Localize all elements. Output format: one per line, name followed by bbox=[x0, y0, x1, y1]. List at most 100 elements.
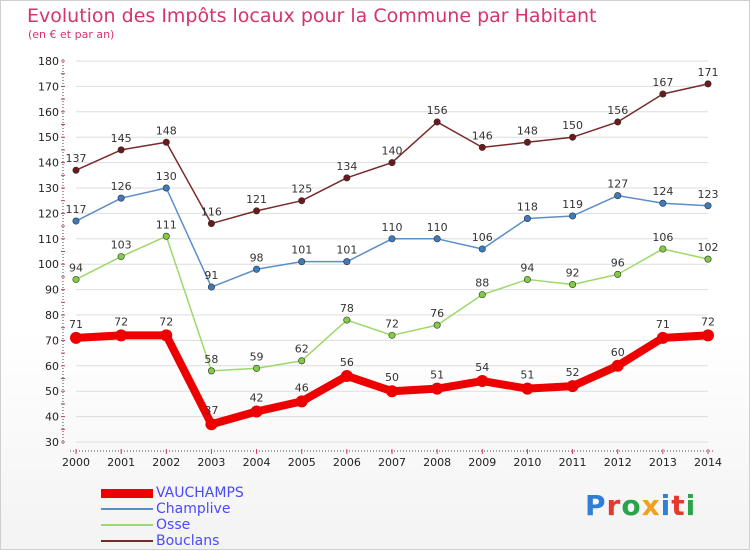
y-tick-label: 160 bbox=[38, 106, 59, 119]
proxiti-logo: Proxiti bbox=[585, 489, 697, 522]
data-point-osse bbox=[117, 253, 125, 261]
data-label-champlive: 127 bbox=[607, 178, 628, 191]
x-tick-label: 2012 bbox=[604, 456, 632, 469]
data-point-bouclans bbox=[72, 166, 80, 174]
data-point-vauchamps bbox=[340, 369, 353, 382]
data-label-champlive: 110 bbox=[382, 221, 403, 234]
y-tick-label: 70 bbox=[45, 334, 59, 347]
data-point-vauchamps bbox=[115, 329, 128, 342]
data-point-bouclans bbox=[614, 118, 622, 126]
x-tick-label: 2003 bbox=[197, 456, 225, 469]
data-point-bouclans bbox=[478, 143, 486, 151]
data-label-champlive: 110 bbox=[427, 221, 448, 234]
legend-swatch bbox=[101, 508, 153, 510]
data-point-champlive bbox=[207, 283, 215, 291]
x-tick-label: 2006 bbox=[333, 456, 361, 469]
data-label-bouclans: 145 bbox=[111, 132, 132, 145]
data-point-vauchamps bbox=[431, 382, 444, 395]
data-label-bouclans: 171 bbox=[698, 66, 719, 79]
data-label-bouclans: 167 bbox=[652, 76, 673, 89]
data-point-bouclans bbox=[162, 138, 170, 146]
data-point-osse bbox=[72, 275, 80, 283]
data-point-osse bbox=[569, 281, 577, 289]
data-label-vauchamps: 72 bbox=[701, 315, 715, 328]
data-label-vauchamps: 51 bbox=[520, 369, 534, 382]
data-label-vauchamps: 72 bbox=[114, 315, 128, 328]
data-label-bouclans: 156 bbox=[427, 104, 448, 117]
data-point-osse bbox=[433, 321, 441, 329]
data-point-champlive bbox=[659, 199, 667, 207]
data-label-champlive: 124 bbox=[652, 185, 673, 198]
data-label-osse: 76 bbox=[430, 307, 444, 320]
data-label-vauchamps: 60 bbox=[611, 346, 625, 359]
legend-swatch bbox=[101, 488, 153, 498]
data-label-vauchamps: 46 bbox=[295, 381, 309, 394]
data-label-champlive: 126 bbox=[111, 180, 132, 193]
data-point-vauchamps bbox=[250, 405, 263, 418]
x-tick-label: 2010 bbox=[513, 456, 541, 469]
legend-label: Bouclans bbox=[156, 533, 220, 549]
y-tick-label: 150 bbox=[38, 131, 59, 144]
data-label-vauchamps: 72 bbox=[159, 315, 173, 328]
data-point-bouclans bbox=[388, 159, 396, 167]
data-label-bouclans: 121 bbox=[246, 193, 267, 206]
data-point-bouclans bbox=[433, 118, 441, 126]
data-point-osse bbox=[207, 367, 215, 375]
y-tick-label: 120 bbox=[38, 207, 59, 220]
data-point-champlive bbox=[72, 217, 80, 225]
data-point-champlive bbox=[298, 258, 306, 266]
legend-swatch bbox=[101, 540, 153, 542]
data-point-bouclans bbox=[343, 174, 351, 182]
x-tick-label: 2009 bbox=[468, 456, 496, 469]
data-point-osse bbox=[253, 364, 261, 372]
data-label-champlive: 119 bbox=[562, 198, 583, 211]
data-label-champlive: 98 bbox=[250, 251, 264, 264]
legend-label: Champlive bbox=[156, 501, 231, 517]
data-label-bouclans: 116 bbox=[201, 206, 222, 219]
data-label-osse: 94 bbox=[69, 261, 83, 274]
data-point-bouclans bbox=[704, 80, 712, 88]
data-label-osse: 103 bbox=[111, 239, 132, 252]
data-label-champlive: 123 bbox=[698, 188, 719, 201]
data-label-osse: 59 bbox=[250, 350, 264, 363]
data-point-osse bbox=[298, 357, 306, 365]
data-point-champlive bbox=[523, 214, 531, 222]
data-label-osse: 92 bbox=[566, 267, 580, 280]
y-tick-label: 170 bbox=[38, 80, 59, 93]
data-label-bouclans: 148 bbox=[156, 124, 177, 137]
y-tick-label: 90 bbox=[45, 284, 59, 297]
data-point-osse bbox=[523, 275, 531, 283]
data-label-champlive: 130 bbox=[156, 170, 177, 183]
data-label-vauchamps: 50 bbox=[385, 371, 399, 384]
data-point-vauchamps bbox=[205, 418, 218, 431]
legend-swatch bbox=[101, 524, 153, 526]
data-point-champlive bbox=[569, 212, 577, 220]
y-tick-label: 80 bbox=[45, 309, 59, 322]
data-label-vauchamps: 37 bbox=[204, 404, 218, 417]
data-point-osse bbox=[704, 255, 712, 263]
x-tick-label: 2005 bbox=[288, 456, 316, 469]
data-label-champlive: 117 bbox=[66, 203, 87, 216]
data-point-champlive bbox=[478, 245, 486, 253]
legend-label: Osse bbox=[156, 517, 191, 533]
data-point-vauchamps bbox=[386, 385, 398, 398]
data-point-osse bbox=[478, 291, 486, 299]
y-tick-label: 30 bbox=[45, 436, 59, 449]
data-label-osse: 88 bbox=[475, 277, 489, 290]
x-tick-label: 2011 bbox=[559, 456, 587, 469]
data-label-osse: 102 bbox=[698, 241, 719, 254]
x-tick-label: 2007 bbox=[378, 456, 406, 469]
y-tick-label: 50 bbox=[45, 385, 59, 398]
data-point-champlive bbox=[343, 258, 351, 266]
data-label-bouclans: 137 bbox=[66, 152, 87, 165]
data-label-champlive: 106 bbox=[472, 231, 493, 244]
x-tick-label: 2002 bbox=[152, 456, 180, 469]
y-tick-label: 110 bbox=[38, 233, 59, 246]
x-tick-label: 2004 bbox=[243, 456, 271, 469]
data-point-osse bbox=[162, 232, 170, 240]
data-label-vauchamps: 71 bbox=[69, 318, 83, 331]
data-point-vauchamps bbox=[656, 331, 669, 344]
data-point-champlive bbox=[704, 202, 712, 210]
data-label-bouclans: 140 bbox=[382, 145, 403, 158]
